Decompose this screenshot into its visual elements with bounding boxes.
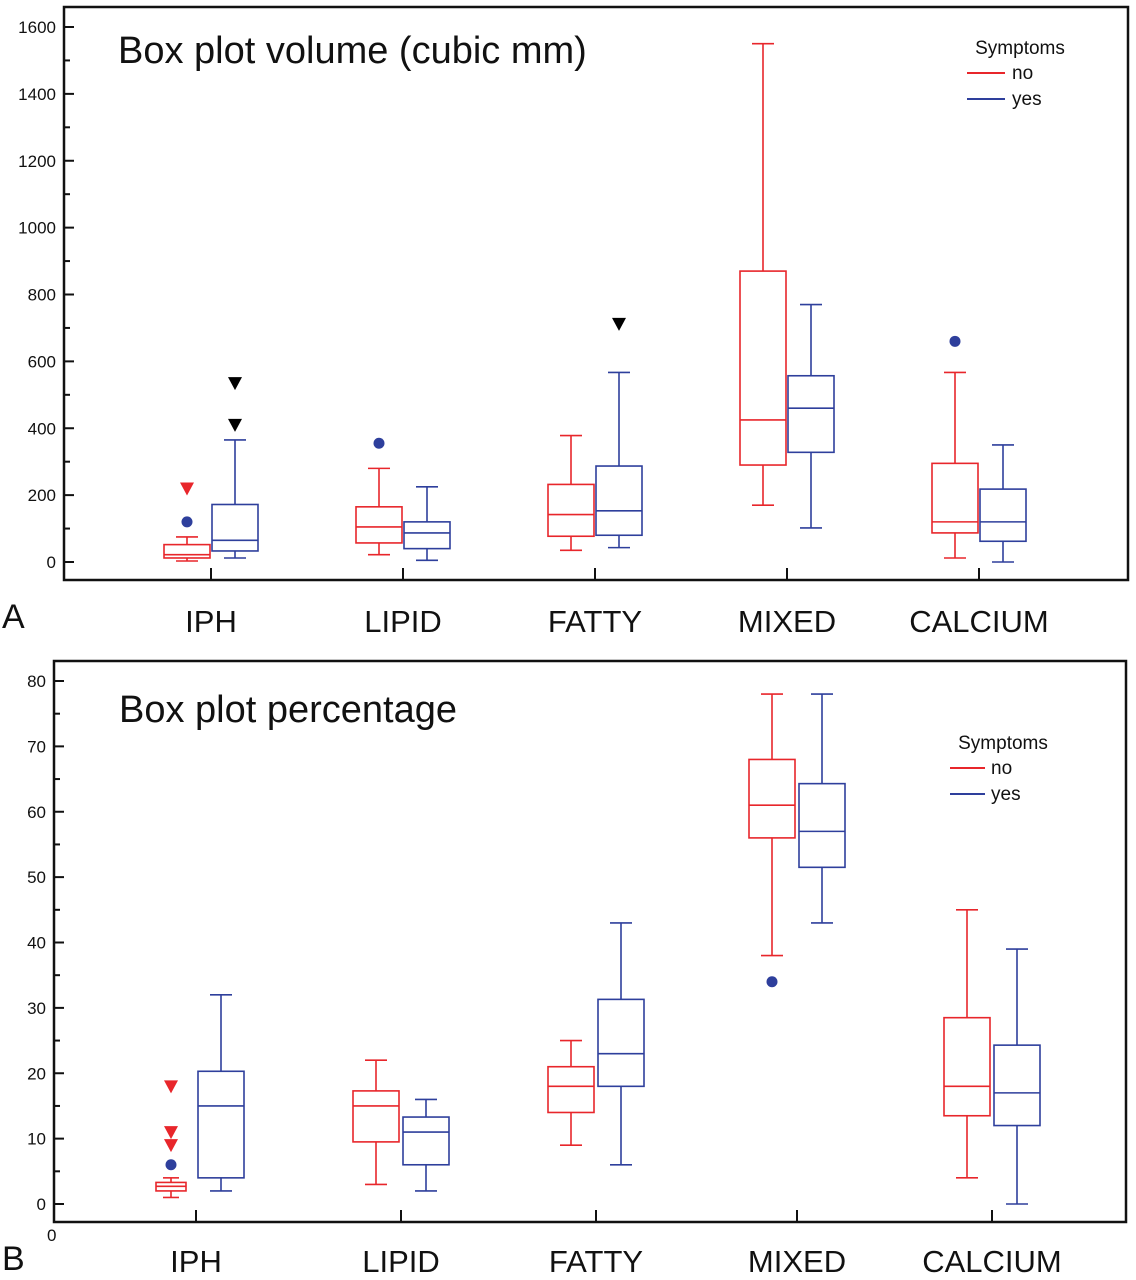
box-iqr (739, 270, 787, 466)
box-iqr (547, 1065, 595, 1114)
outlier-circle (181, 516, 193, 528)
x-category-label: FATTY (548, 604, 642, 639)
box-yes-calcium (979, 444, 1027, 563)
y-tick-label: 50 (27, 868, 46, 887)
y-tick-label: 20 (27, 1064, 46, 1083)
box-iqr (402, 1116, 450, 1166)
box-yes-mixed (798, 693, 846, 924)
panel-percentage: 0 10 20 30 40 50 60 70 80 IPH LIPID FATTY MIXED CALCI… (27, 659, 1128, 1279)
legend-label-no: no (1012, 63, 1033, 84)
outlier-triangle (612, 317, 626, 331)
panel-volume: 0 200 400 600 800 1000 1200 1400 1600 IPH LIPID FAT… (18, 5, 1130, 639)
x-category-label: LIPID (362, 1244, 440, 1279)
box-iqr (993, 1044, 1041, 1127)
y-tick-label: 1000 (18, 219, 56, 238)
box-yes-calcium (993, 948, 1041, 1205)
box-no-fatty (547, 1039, 595, 1146)
box-no-lipid (352, 1059, 400, 1186)
box-yes-fatty (595, 317, 643, 549)
y-tick-label: 70 (27, 737, 46, 756)
box-yes-mixed (787, 303, 835, 529)
x-category-label: IPH (185, 604, 237, 639)
y-tick-label: 40 (27, 934, 46, 953)
x-category-label: MIXED (738, 604, 836, 639)
outlier-triangle (228, 418, 242, 432)
chart-title: Box plot percentage (119, 689, 457, 731)
box-iqr (597, 998, 645, 1088)
y-tick-label: 1600 (18, 18, 56, 37)
box-iqr (547, 483, 595, 538)
box-no-iph (163, 482, 211, 562)
outlier-circle (165, 1159, 177, 1171)
outlier-circle (373, 437, 385, 449)
outlier-triangle (180, 482, 194, 496)
box-iqr (748, 758, 796, 839)
box-iqr (787, 374, 835, 454)
outlier-triangle (164, 1126, 178, 1140)
outlier-circle (766, 976, 778, 988)
box-iqr (211, 503, 259, 552)
box-no-lipid (355, 437, 403, 556)
outlier-triangle (228, 377, 242, 391)
box-yes-iph (197, 993, 245, 1192)
y-tick-label: 0 (37, 1195, 46, 1214)
x-category-label: CALCIUM (922, 1244, 1062, 1279)
y-tick-label: 80 (27, 672, 46, 691)
outlier-triangle (164, 1080, 178, 1094)
y-tick-label: 1200 (18, 152, 56, 171)
box-no-mixed (748, 693, 796, 988)
outlier-triangle (164, 1139, 178, 1153)
x-category-label: IPH (170, 1244, 222, 1279)
x-category-label: LIPID (364, 604, 442, 639)
box-yes-lipid (403, 485, 451, 562)
box-iqr (798, 782, 846, 869)
y-tick-label: 30 (27, 999, 46, 1018)
box-no-calcium (931, 335, 979, 559)
box-iqr (931, 462, 979, 534)
legend-label-yes: yes (991, 784, 1021, 805)
box-iqr (352, 1090, 400, 1143)
box-iqr (943, 1016, 991, 1117)
box-iqr (355, 506, 403, 544)
box-iqr (595, 465, 643, 537)
box-iqr (403, 521, 451, 550)
box-iqr (197, 1070, 245, 1179)
box-yes-fatty (597, 922, 645, 1166)
box-no-iph (155, 1080, 187, 1199)
outlier-circle (949, 335, 961, 347)
box-yes-iph (211, 377, 259, 559)
panel-letter-a: A (2, 598, 25, 636)
legend-title: Symptoms (975, 38, 1065, 59)
box-no-fatty (547, 434, 595, 552)
x-category-label: FATTY (549, 1244, 643, 1279)
legend-title: Symptoms (958, 733, 1048, 754)
y-tick-label: 10 (27, 1130, 46, 1149)
x-category-label: MIXED (748, 1244, 846, 1279)
box-yes-lipid (402, 1098, 450, 1192)
x-category-label: CALCIUM (909, 604, 1049, 639)
legend-label-no: no (991, 758, 1012, 779)
panel-letter-b: B (2, 1240, 25, 1278)
box-iqr (163, 543, 211, 559)
legend-label-yes: yes (1012, 89, 1042, 110)
y-tick-label: 800 (28, 286, 56, 305)
y-tick-label: 200 (28, 486, 56, 505)
y-tick-label: 400 (28, 419, 56, 438)
origin-zero-label: 0 (47, 1226, 57, 1245)
chart-title: Box plot volume (cubic mm) (118, 30, 587, 72)
box-no-calcium (943, 909, 991, 1179)
box-iqr (979, 488, 1027, 543)
y-tick-label: 0 (47, 553, 56, 572)
y-tick-label: 60 (27, 803, 46, 822)
box-no-mixed (739, 42, 787, 506)
y-tick-label: 1400 (18, 85, 56, 104)
y-tick-label: 600 (28, 352, 56, 371)
